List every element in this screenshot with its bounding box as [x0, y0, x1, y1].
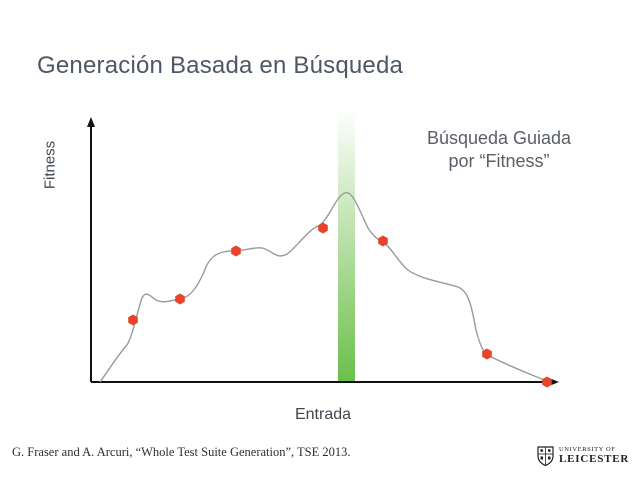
sample-marker	[542, 376, 552, 388]
university-logo: UNIVERSITY OF LEICESTER	[537, 446, 629, 466]
sample-marker	[231, 245, 241, 257]
sample-marker	[482, 348, 492, 360]
sample-markers	[128, 222, 552, 388]
slide-title: Generación Basada en Búsqueda	[37, 52, 404, 79]
fitness-curve	[99, 192, 549, 383]
shield-icon	[537, 446, 554, 466]
logo-text-line-1: UNIVERSITY OF	[559, 445, 616, 453]
y-axis-arrow	[87, 117, 95, 127]
logo-text-line-2: LEICESTER	[559, 453, 630, 466]
citation: G. Fraser and A. Arcuri, “Whole Test Sui…	[12, 445, 351, 459]
annotation-line-2: por “Fitness”	[448, 151, 550, 171]
search-highlight-beam	[338, 108, 355, 382]
guided-search-annotation: Búsqueda Guiada por “Fitness”	[427, 127, 571, 173]
sample-marker	[378, 235, 388, 247]
x-axis-label: Entrada	[294, 406, 352, 423]
logo-text: UNIVERSITY OF LEICESTER	[559, 445, 630, 466]
sample-marker	[175, 293, 185, 305]
sample-marker	[128, 314, 138, 326]
sample-marker	[318, 222, 328, 234]
y-axis-label: Fitness	[41, 140, 59, 190]
annotation-line-1: Búsqueda Guiada	[426, 128, 572, 148]
